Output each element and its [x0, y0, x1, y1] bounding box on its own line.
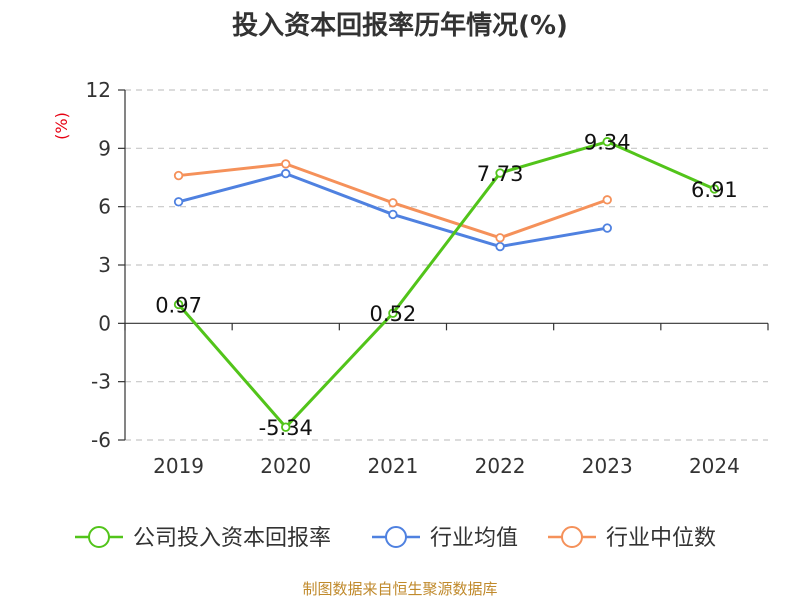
data-point: [388, 308, 398, 318]
x-tick-label: 2020: [260, 454, 311, 478]
legend: 公司投入资本回报率 行业均值 行业中位数: [75, 526, 716, 551]
y-tick-label: 9: [98, 136, 111, 160]
data-label: 0.52: [370, 302, 417, 326]
data-point: [281, 159, 291, 169]
chart-title: 投入资本回报率历年情况(%): [232, 10, 568, 41]
data-point: [602, 195, 612, 205]
data-label: 6.91: [691, 178, 738, 202]
data-label: 7.73: [477, 162, 524, 186]
y-tick-label: -3: [91, 370, 111, 394]
data-point: [173, 170, 184, 181]
y-tick-label: 6: [98, 195, 111, 219]
legend-label: 行业均值: [430, 526, 518, 551]
x-tick-label: 2021: [367, 454, 418, 478]
legend-label: 行业中位数: [606, 526, 716, 551]
data-point: [281, 422, 291, 432]
data-point: [602, 137, 612, 147]
y-tick-label: 3: [98, 253, 111, 277]
grid-lines: [125, 89, 768, 441]
y-tick-label: -6: [91, 428, 111, 452]
legend-label: 公司投入资本回报率: [133, 526, 331, 551]
data-point: [602, 223, 612, 233]
data-point: [281, 168, 291, 179]
series-line: [177, 140, 716, 429]
data-point: [173, 197, 184, 207]
legend-swatch-marker: [88, 526, 110, 548]
y-tick-label: 0: [98, 311, 111, 335]
legend-swatch-marker: [561, 526, 583, 548]
x-tick-label: 2019: [153, 454, 204, 478]
series-layer: [173, 137, 720, 432]
data-point: [495, 233, 505, 243]
data-label: 0.97: [155, 293, 202, 317]
x-tick-label: 2022: [475, 454, 526, 478]
axes: 12 9 6 3 0 -3 -6 2019 2020 2021 2022 2023 2024: [86, 78, 769, 478]
data-point: [173, 299, 184, 310]
source-note: 制图数据来自恒生聚源数据库: [302, 580, 497, 598]
legend-swatch-marker: [385, 526, 407, 548]
data-point: [388, 198, 398, 208]
data-label: -5.34: [259, 416, 313, 440]
data-labels: 0.97 -5.34 0.52 7.73 9.34 6.91: [155, 131, 738, 440]
data-point: [495, 241, 505, 252]
y-tick-label: 12: [86, 78, 111, 102]
x-tick-label: 2023: [582, 454, 633, 478]
x-tick-label: 2024: [689, 454, 740, 478]
data-point: [495, 168, 505, 178]
y-axis-label: (%): [52, 112, 71, 140]
data-point: [709, 184, 720, 194]
data-point: [388, 209, 398, 220]
data-label: 9.34: [584, 131, 631, 155]
